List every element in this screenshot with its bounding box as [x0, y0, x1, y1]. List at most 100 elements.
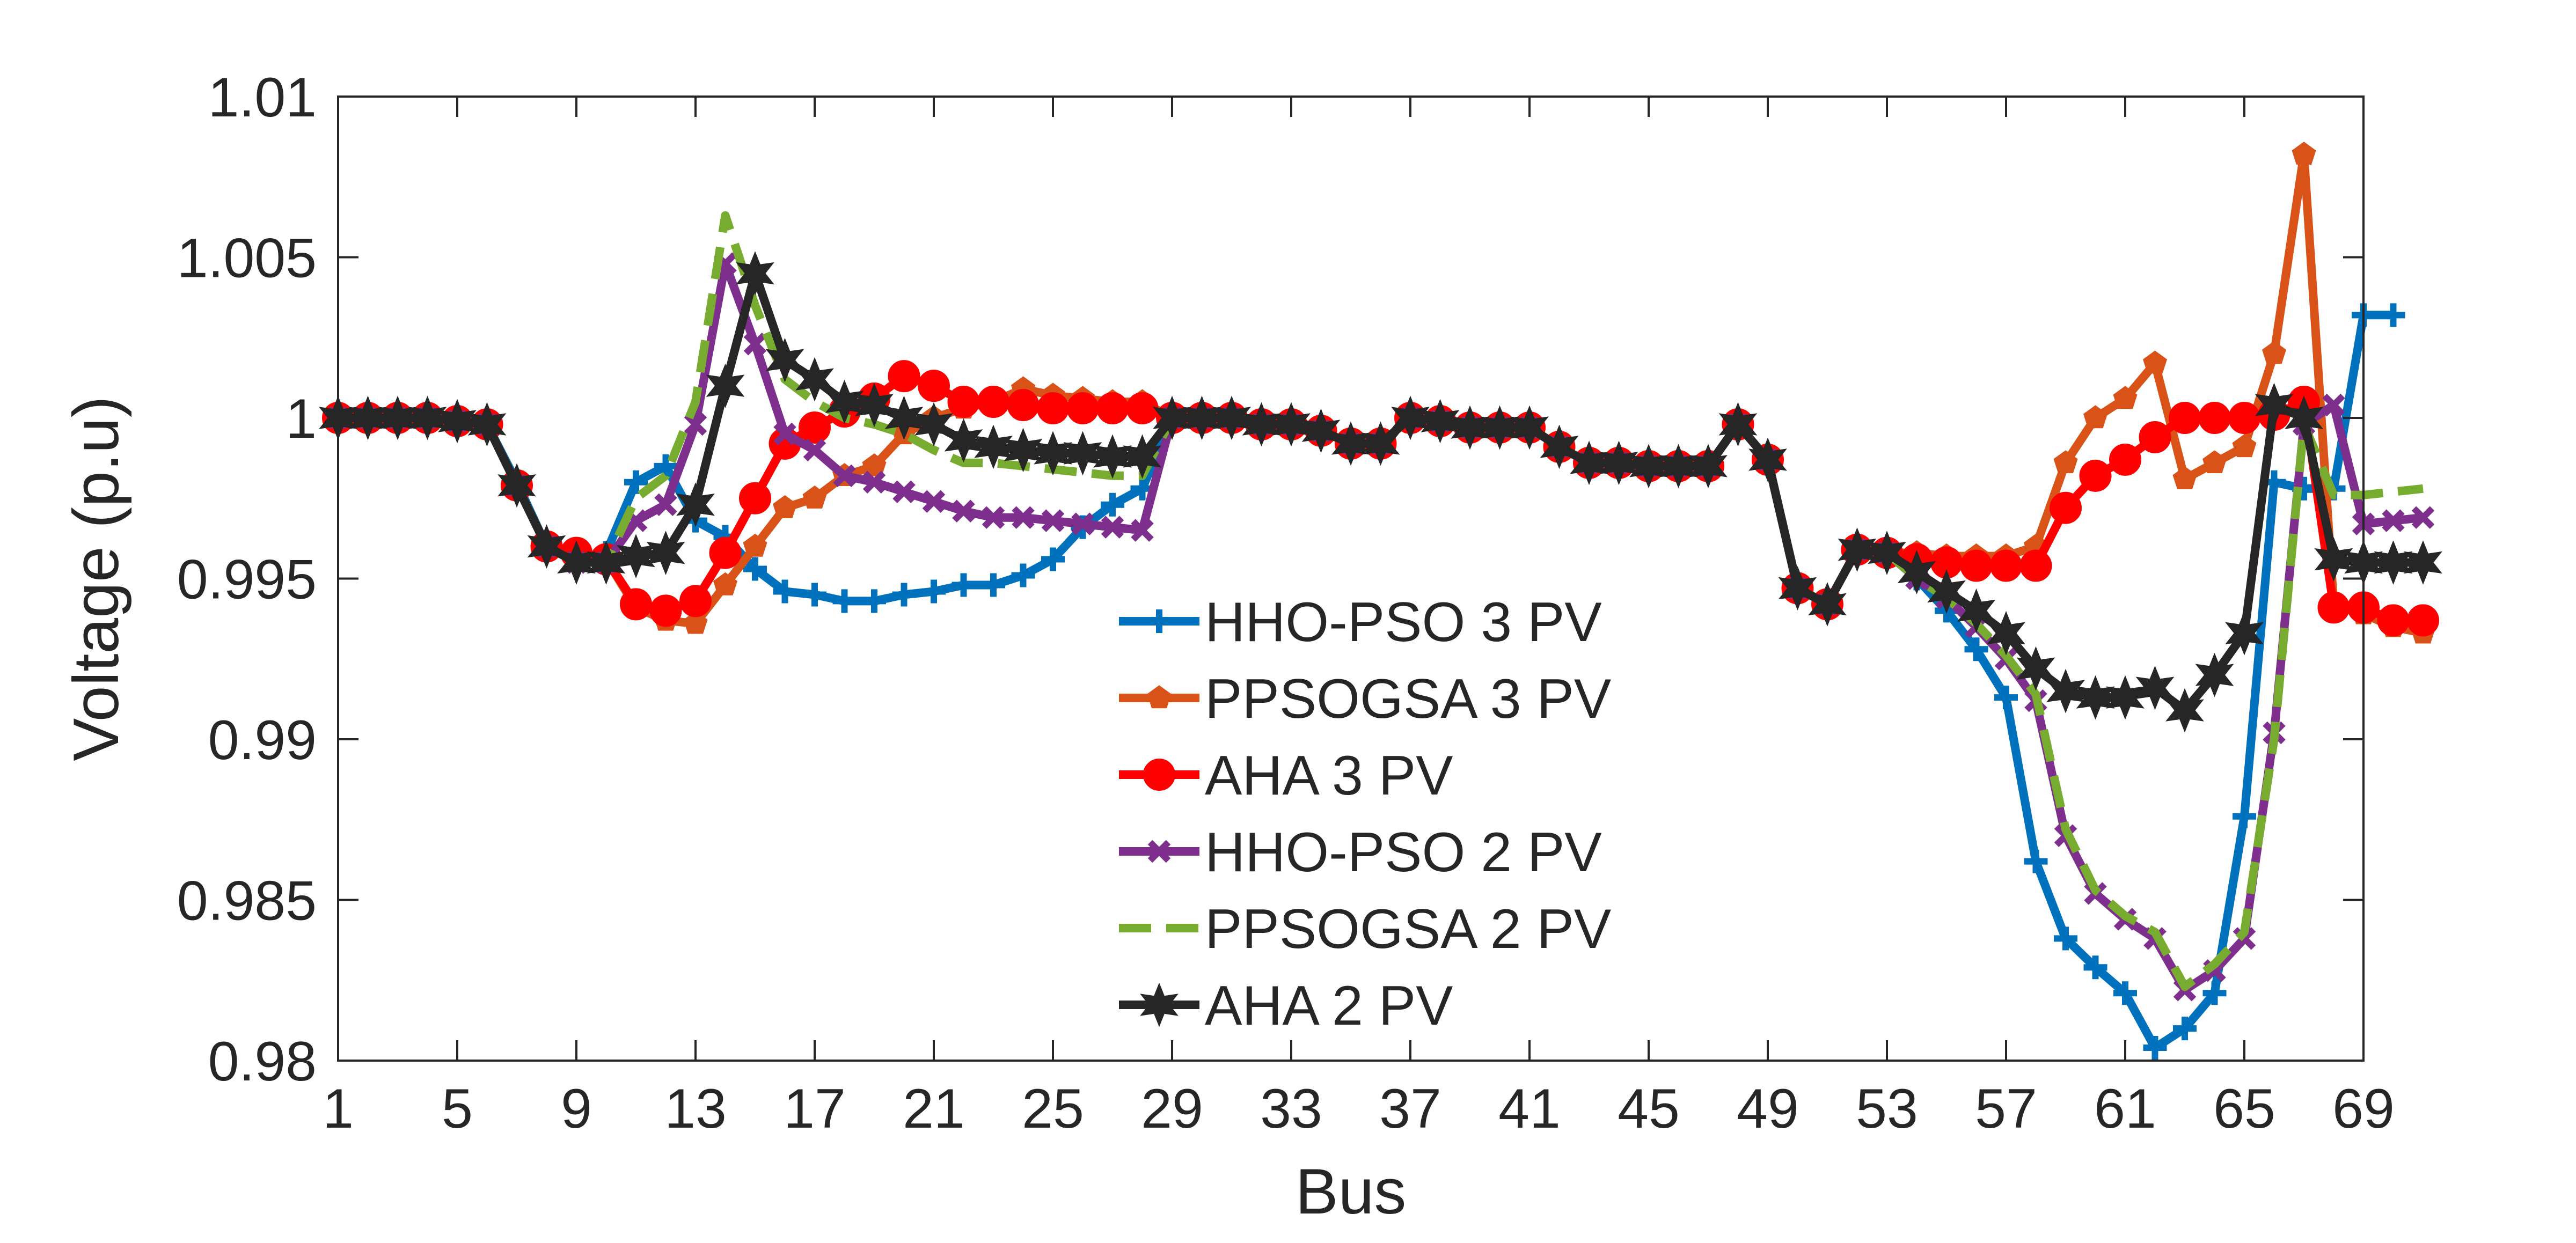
data-point: [713, 572, 738, 595]
x-tick-label: 41: [1498, 1078, 1561, 1140]
data-point: [1957, 589, 1996, 633]
data-point: [408, 395, 447, 440]
data-point: [2255, 383, 2294, 428]
data-point: [855, 383, 894, 428]
data-point: [1868, 531, 1906, 575]
x-tick-label: 65: [2213, 1078, 2275, 1140]
data-point: [1007, 389, 1040, 422]
data-point: [654, 493, 677, 516]
data-point: [1041, 509, 1065, 532]
data-point: [952, 573, 976, 597]
y-tick-labels: 0.98 0.985 0.99 0.995 1 1.005 1.01: [177, 67, 317, 1093]
legend-label: PPSOGSA 2 PV: [1205, 898, 1611, 960]
data-point: [2079, 459, 2112, 492]
data-point: [2322, 393, 2345, 417]
data-point: [773, 579, 797, 604]
series-5: [338, 211, 2424, 991]
data-point: [1994, 686, 2018, 710]
data-point: [914, 402, 953, 447]
data-point: [2195, 652, 2234, 697]
data-point: [2024, 849, 2048, 873]
data-point: [772, 495, 797, 518]
data-point: [1540, 424, 1579, 469]
legend: HHO-PSO 3 PV PPSOGSA 3 PV AHA 3 PV HHO-PSO …: [1119, 591, 1611, 1037]
data-point: [825, 379, 864, 424]
data-point: [2317, 591, 2350, 624]
legend-item: PPSOGSA 2 PV: [1119, 898, 1611, 960]
data-point: [802, 485, 827, 509]
data-point: [2285, 395, 2323, 440]
data-point: [1960, 549, 1993, 582]
data-point: [1037, 392, 1069, 425]
data-point: [676, 482, 715, 527]
data-point: [1063, 431, 1102, 476]
data-point: [1510, 405, 1549, 450]
axis-ticks: [337, 95, 2365, 1062]
data-point: [1689, 444, 1728, 489]
x-tick-labels: 1 5 9 13 17 21 25 29 33 37 41 45 49 53 57 61 65 69: [323, 1078, 2395, 1140]
x-axis-label: Bus: [1296, 1156, 1407, 1227]
x-tick-label: 5: [442, 1078, 473, 1140]
data-point: [765, 337, 804, 383]
data-point: [1301, 408, 1341, 453]
data-point: [922, 490, 946, 513]
data-point: [1147, 685, 1172, 709]
data-point: [1391, 395, 1430, 440]
data-point: [888, 360, 920, 393]
x-tick-label: 25: [1022, 1078, 1084, 1140]
data-point: [2202, 981, 2227, 1005]
data-point: [884, 395, 924, 440]
data-point: [1964, 637, 1988, 661]
data-point: [1361, 421, 1400, 466]
data-point: [2135, 665, 2175, 710]
data-point: [467, 402, 507, 447]
data-point: [892, 480, 916, 504]
legend-item: HHO-PSO 3 PV: [1119, 591, 1602, 653]
x-tick-label: 13: [664, 1078, 727, 1140]
legend-label: PPSOGSA 3 PV: [1205, 668, 1611, 730]
data-point: [2142, 350, 2168, 374]
data-point: [862, 470, 886, 494]
data-point: [2377, 604, 2410, 637]
data-point: [2109, 443, 2141, 476]
data-point: [2046, 668, 2085, 714]
data-point: [2382, 509, 2405, 532]
data-point: [2225, 611, 2264, 656]
data-point: [624, 470, 648, 494]
data-point: [1123, 434, 1162, 479]
data-point: [862, 589, 886, 613]
plot-area: [338, 97, 2363, 1061]
data-point: [527, 524, 566, 569]
data-point: [2172, 466, 2197, 489]
data-point: [2173, 1017, 2197, 1041]
data-point: [438, 399, 477, 444]
data-point: [2314, 537, 2353, 582]
data-point: [1012, 506, 1035, 529]
data-point: [803, 583, 826, 607]
data-point: [2165, 688, 2204, 733]
data-point: [1272, 402, 1311, 447]
data-point: [1096, 392, 1129, 425]
data-point: [1143, 759, 1175, 791]
data-point: [952, 499, 975, 523]
data-point: [649, 594, 682, 627]
data-point: [739, 482, 771, 514]
data-point: [2019, 549, 2052, 582]
data-point: [1131, 519, 1154, 542]
x-tick-label: 21: [903, 1078, 965, 1140]
data-point: [683, 611, 708, 634]
legend-item: AHA 2 PV: [1119, 975, 1453, 1037]
legend-item: PPSOGSA 3 PV: [1119, 668, 1611, 730]
data-point: [2113, 981, 2137, 1005]
data-point: [2411, 506, 2435, 529]
data-point: [1987, 611, 2025, 656]
x-tick-label: 57: [1975, 1078, 2037, 1140]
data-point: [799, 411, 831, 444]
data-point: [947, 386, 980, 418]
data-point: [2053, 450, 2078, 473]
x-tick-label: 33: [1260, 1078, 1322, 1140]
y-tick-label: 0.995: [177, 549, 317, 611]
x-tick-label: 17: [784, 1078, 846, 1140]
data-point: [620, 588, 652, 621]
data-point: [2169, 402, 2201, 434]
